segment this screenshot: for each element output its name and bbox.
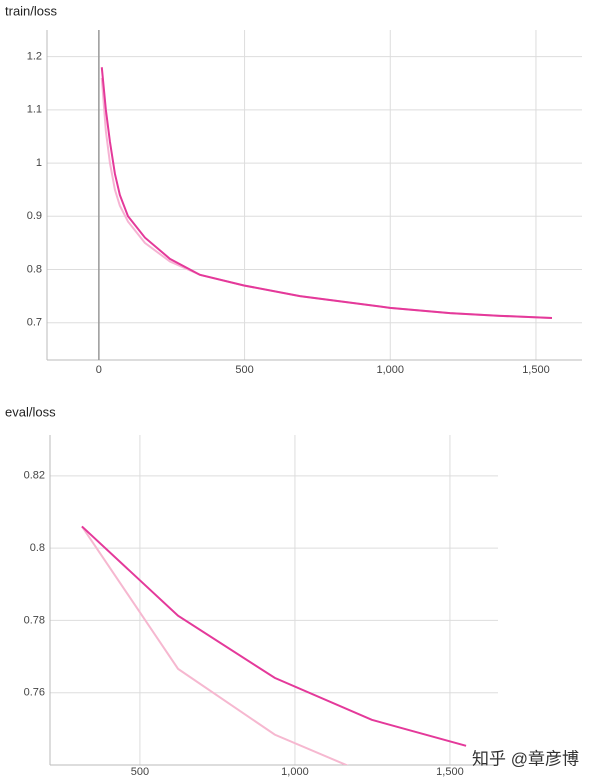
line-series (81, 525, 467, 747)
y-tick-label: 1.2 (27, 51, 42, 63)
y-tick-label: 1.1 (27, 104, 42, 116)
y-tick-label: 0.82 (24, 470, 45, 482)
x-tick-label: 1,000 (376, 364, 404, 376)
x-tick-label: 1,500 (522, 364, 550, 376)
y-tick-label: 0.8 (27, 263, 42, 275)
y-tick-label: 1 (36, 157, 42, 169)
x-tick-label: 1,500 (436, 766, 464, 778)
line-series (100, 67, 553, 319)
y-tick-label: 0.78 (24, 614, 45, 626)
x-tick-label: 500 (131, 766, 149, 778)
x-tick-label: 0 (96, 364, 102, 376)
line-series (100, 77, 553, 319)
y-tick-label: 0.76 (24, 687, 45, 699)
y-tick-label: 0.8 (30, 542, 45, 554)
chart-title: eval/loss (5, 404, 56, 419)
x-tick-label: 1,000 (281, 766, 309, 778)
y-tick-label: 0.9 (27, 210, 42, 222)
watermark: 知乎 @章彦博 (472, 749, 579, 768)
line-series (81, 525, 349, 765)
y-tick-label: 0.7 (27, 317, 42, 329)
x-tick-label: 500 (235, 364, 253, 376)
chart-title: train/loss (5, 3, 58, 18)
